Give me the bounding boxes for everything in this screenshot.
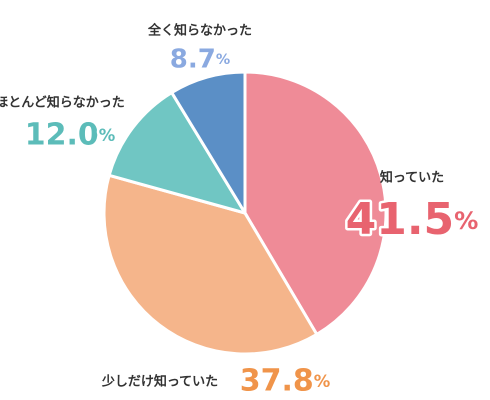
category-label: 全く知らなかった (147, 23, 252, 39)
pie-slice (169, 70, 247, 219)
pie-slice (102, 173, 319, 356)
value-label: 12.0% (25, 118, 116, 153)
pie-slice (107, 90, 249, 216)
value-label: 8.7% (170, 45, 230, 75)
category-label: 知っていた (380, 170, 444, 186)
pie-slice (243, 70, 388, 337)
category-label: ほとんど知らなかった (0, 95, 125, 111)
value-label: 41.5% (346, 194, 479, 245)
category-label: 少しだけ知っていた (101, 374, 218, 390)
value-label: 37.8% (240, 364, 331, 399)
